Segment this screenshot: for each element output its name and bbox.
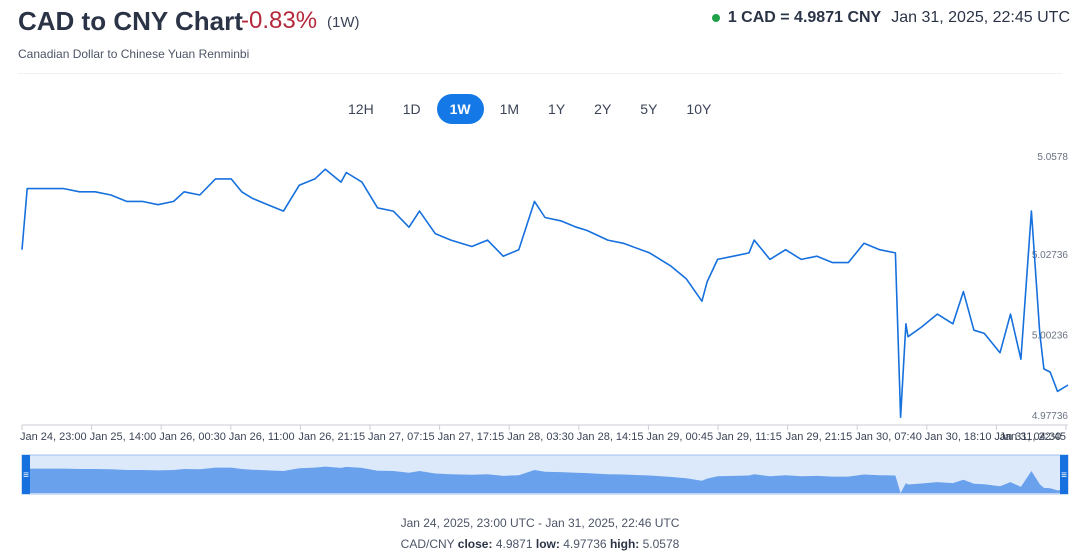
- main-series-line: [21, 168, 1069, 418]
- period-label: (1W): [327, 14, 360, 31]
- x-tick-label: Jan 31, 22:45: [999, 431, 1066, 443]
- navigator-right-handle[interactable]: [1060, 455, 1068, 494]
- pair-label: CAD/CNY: [400, 537, 455, 551]
- range-button-1d[interactable]: 1D: [402, 101, 421, 117]
- y-tick-label: 5.0578: [1037, 152, 1068, 163]
- x-tick-label: Jan 26, 21:15: [298, 431, 365, 443]
- right-handle-grip-icon: ≡: [1061, 470, 1067, 481]
- y-tick-label: 4.97736: [1032, 411, 1069, 422]
- x-tick-label: Jan 30, 07:40: [855, 431, 922, 443]
- x-tick-label: Jan 25, 14:00: [90, 431, 157, 443]
- x-tick-label: Jan 27, 17:15: [438, 431, 505, 443]
- x-tick-label: Jan 28, 14:15: [577, 431, 644, 443]
- x-tick-label: Jan 26, 11:00: [229, 431, 295, 443]
- range-button-1m[interactable]: 1M: [499, 101, 520, 117]
- range-button-1w[interactable]: 1W: [436, 94, 484, 124]
- range-button-2y[interactable]: 2Y: [594, 101, 612, 117]
- x-tick-label: Jan 26, 00:30: [159, 431, 226, 443]
- navigator-series-area: [22, 466, 1068, 494]
- x-axis-ticks: Jan 24, 23:00 Jan 25, 14:00 Jan 26, 00:30 J…: [20, 425, 1067, 443]
- low-label: low:: [535, 537, 560, 551]
- rate-display: 1 CAD = 4.9871 CNY Jan 31, 2025, 22:45 U…: [711, 9, 1070, 27]
- range-button-12h[interactable]: 12H: [348, 101, 374, 117]
- high-label: high:: [609, 537, 640, 551]
- high-value: 5.0578: [642, 537, 680, 551]
- x-tick-label: Jan 28, 03:30: [507, 431, 574, 443]
- rate-chart[interactable]: Jan 24, 23:00 Jan 25, 14:00 Jan 26, 00:30 J…: [0, 0, 1080, 500]
- x-tick-label: Jan 29, 00:45: [646, 431, 713, 443]
- close-value: 4.9871: [495, 537, 533, 551]
- range-button-1y[interactable]: 1Y: [548, 101, 566, 117]
- change-percent: -0.83%: [241, 7, 318, 34]
- low-value: 4.97736: [563, 537, 607, 551]
- x-tick-label: Jan 24, 23:00: [20, 431, 87, 443]
- x-tick-label: Jan 29, 21:15: [786, 431, 853, 443]
- rate-timestamp: Jan 31, 2025, 22:45 UTC: [891, 9, 1070, 26]
- close-label: close:: [457, 537, 493, 551]
- y-axis-ticks: 5.0578 5.02736 5.00236 4.97736: [1032, 152, 1069, 422]
- y-tick-label: 5.00236: [1032, 331, 1069, 342]
- y-tick-label: 5.02736: [1032, 250, 1069, 261]
- x-tick-label: Jan 29, 11:15: [716, 431, 782, 443]
- footer-date-range: Jan 24, 2025, 23:00 UTC - Jan 31, 2025, …: [400, 516, 680, 530]
- header-divider: [18, 73, 1062, 74]
- page-subtitle: Canadian Dollar to Chinese Yuan Renminbi: [18, 47, 250, 61]
- range-button-10y[interactable]: 10Y: [686, 101, 712, 117]
- left-handle-grip-icon: ≡: [23, 470, 29, 481]
- live-status-icon: [711, 14, 720, 22]
- current-rate: 1 CAD = 4.9871 CNY: [727, 9, 882, 26]
- range-selector: 12H 1D 1W 1M 1Y 2Y 5Y 10Y: [335, 94, 727, 126]
- footer-stats: CAD/CNY close: 4.9871 low: 4.97736 high:…: [0, 537, 1080, 551]
- range-button-5y[interactable]: 5Y: [640, 101, 658, 117]
- x-tick-label: Jan 27, 07:15: [368, 431, 435, 443]
- page-title: CAD to CNY Chart: [18, 6, 243, 36]
- navigator[interactable]: ≡ ≡: [21, 454, 1069, 495]
- x-tick-label: Jan 30, 18:10: [925, 431, 992, 443]
- x-tick-label: Jan 31, 04:30: [994, 431, 1061, 443]
- navigator-left-handle[interactable]: [22, 455, 30, 494]
